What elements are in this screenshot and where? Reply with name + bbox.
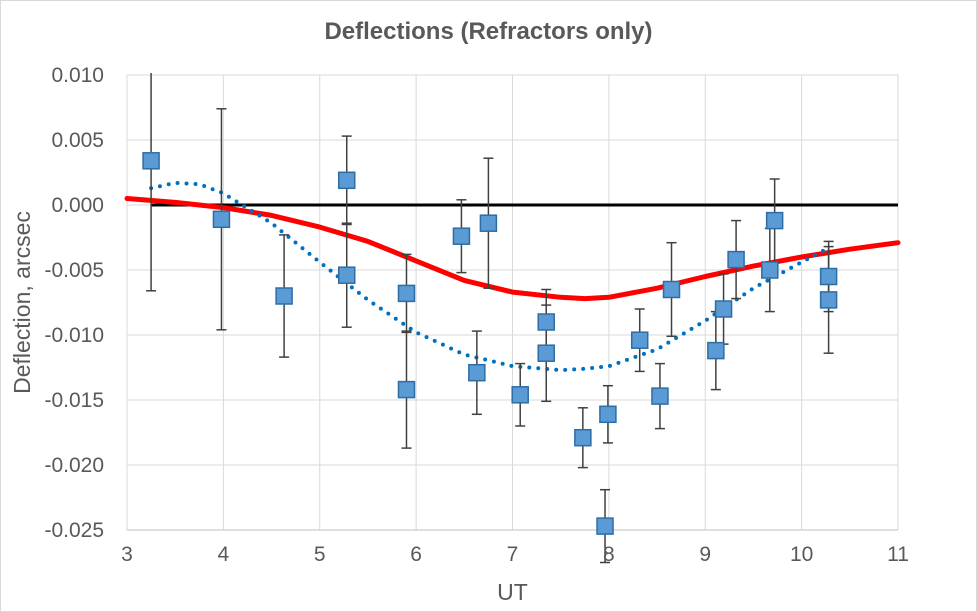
y-tick-label: -0.015 <box>44 389 104 412</box>
x-tick-label: 8 <box>603 543 615 566</box>
x-tick-label: 5 <box>314 543 326 566</box>
data-point-marker <box>819 291 838 309</box>
series <box>124 73 901 564</box>
data-point-marker <box>142 152 160 170</box>
data-point-marker <box>452 227 471 245</box>
chart-title: Deflections (Refractors only) <box>324 18 653 45</box>
data-point-marker <box>479 214 498 232</box>
gridlines <box>126 74 899 531</box>
data-point-marker <box>630 331 649 349</box>
data-point-marker <box>337 171 356 190</box>
x-tick-label: 3 <box>121 543 133 566</box>
data-point-marker <box>761 261 779 279</box>
y-tick-label: -0.010 <box>44 324 104 347</box>
data-point-marker <box>511 386 529 404</box>
data-point-marker <box>819 267 838 286</box>
data-point-marker <box>537 313 555 331</box>
data-point-marker <box>727 250 745 269</box>
data-point-marker <box>275 287 293 305</box>
y-tick-label: 0.010 <box>51 64 104 87</box>
data-point-marker <box>468 363 486 382</box>
data-point-marker <box>212 210 231 229</box>
data-point-marker <box>596 517 614 535</box>
data-point-marker <box>714 300 733 318</box>
y-tick-label: -0.005 <box>44 259 104 282</box>
data-point-marker <box>651 387 669 405</box>
y-tick-label: -0.025 <box>44 519 104 542</box>
data-point-marker <box>574 428 592 447</box>
x-tick-label: 4 <box>218 543 230 566</box>
y-tick-label: -0.020 <box>44 454 104 477</box>
y-tick-label: 0.005 <box>51 129 104 152</box>
trend-line <box>149 180 831 373</box>
data-point-marker <box>662 280 681 299</box>
y-axis-title: Deflection, arcsec <box>9 211 35 394</box>
x-tick-label: 11 <box>887 543 909 566</box>
x-axis-title: UT <box>497 579 528 605</box>
x-tick-label: 10 <box>790 543 813 566</box>
tick-labels: 3 4 5 6 7 8 9 10 11 0.010 0.005 0.000 -0.005 -0.010 -0… <box>44 64 908 566</box>
x-tick-label: 7 <box>507 543 519 566</box>
y-tick-label: 0.000 <box>51 194 104 217</box>
x-tick-label: 6 <box>410 543 422 566</box>
data-point-marker <box>337 266 356 284</box>
data-point-marker <box>765 211 784 230</box>
data-point-marker <box>599 405 617 424</box>
data-point-marker <box>707 341 725 360</box>
x-tick-label: 9 <box>699 543 711 566</box>
data-point-marker <box>397 284 416 303</box>
data-point-marker <box>537 344 555 362</box>
data-point-marker <box>397 380 416 399</box>
